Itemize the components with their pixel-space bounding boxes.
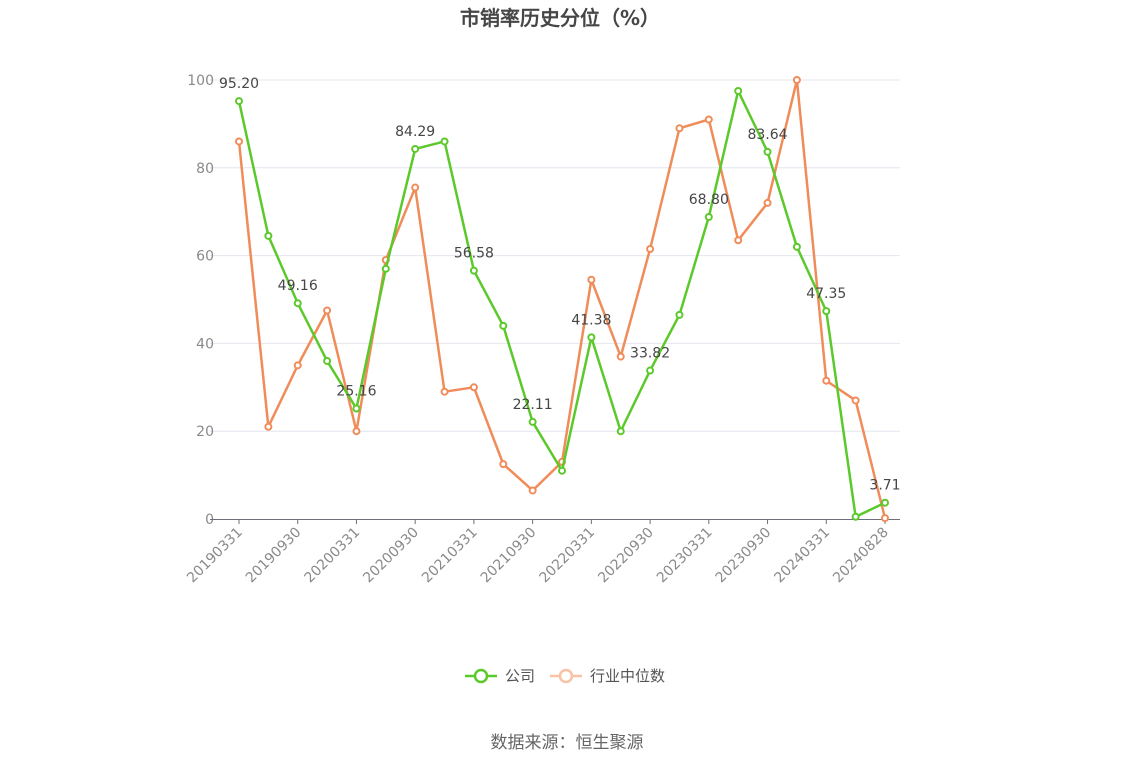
- data-point: [881, 514, 889, 523]
- data-point: [323, 306, 332, 315]
- legend-marker: [473, 668, 489, 684]
- data-point: [822, 376, 831, 385]
- data-point: [646, 245, 655, 254]
- data-point: [528, 417, 537, 426]
- data-label: 47.35: [806, 286, 846, 302]
- legend-item-industry[interactable]: 行业中位数: [550, 667, 665, 685]
- y-tick-label: 80: [196, 161, 214, 177]
- x-tick-label: 20190930: [243, 525, 305, 587]
- data-point: [235, 97, 243, 106]
- series-line-industry: [237, 78, 887, 519]
- legend-label: 公司: [505, 667, 535, 685]
- data-point: [675, 124, 684, 133]
- data-point: [499, 321, 508, 330]
- data-label: 83.64: [747, 127, 787, 143]
- data-point: [675, 310, 684, 319]
- source-note: 数据来源：恒生聚源: [491, 733, 644, 753]
- y-tick-label: 0: [205, 512, 214, 528]
- legend-item-company[interactable]: 公司: [465, 667, 535, 685]
- data-point: [293, 361, 302, 370]
- data-point: [235, 137, 243, 146]
- data-label: 22.11: [513, 397, 553, 413]
- x-tick-label: 20220930: [595, 525, 657, 587]
- y-tick-label: 20: [196, 424, 214, 440]
- data-point: [558, 466, 566, 475]
- series-group: [235, 76, 889, 523]
- data-point: [469, 383, 478, 392]
- x-tick-label: 20190331: [184, 525, 246, 587]
- chart-title: 市销率历史分位（%）: [460, 6, 660, 30]
- x-tick-label: 20230930: [713, 525, 775, 587]
- data-label: 25.16: [336, 384, 376, 400]
- data-label: 49.16: [278, 278, 318, 294]
- data-label: 56.58: [454, 246, 494, 262]
- data-label: 95.20: [219, 76, 259, 92]
- x-tick-label: 20240331: [771, 525, 833, 587]
- data-point: [264, 231, 273, 240]
- data-point: [851, 512, 860, 521]
- data-point: [587, 333, 596, 342]
- data-point: [293, 299, 302, 308]
- data-labels: 95.20 49.16 25.16 84.29 56.58 22.11 41.38 33.82…: [219, 76, 901, 494]
- x-tick-label: 20230331: [654, 525, 716, 587]
- data-point: [822, 307, 831, 316]
- data-point: [763, 198, 772, 207]
- data-point: [616, 352, 625, 361]
- x-tick-label: 20240828: [830, 525, 892, 587]
- legend-marker: [558, 668, 574, 684]
- legend-label: 行业中位数: [590, 667, 665, 685]
- data-point: [469, 266, 478, 275]
- y-tick-label: 40: [196, 336, 214, 352]
- y-tick-label: 100: [187, 73, 214, 89]
- data-point: [763, 147, 772, 156]
- legend[interactable]: 公司 行业中位数: [465, 667, 665, 685]
- y-axis: 0 20 40 60 80 100: [187, 73, 214, 528]
- data-point: [528, 486, 537, 495]
- data-point: [616, 427, 625, 436]
- data-point: [704, 115, 713, 124]
- data-label: 33.82: [630, 346, 670, 362]
- x-tick-label: 20210930: [478, 525, 540, 587]
- x-tick-label: 20210331: [419, 525, 481, 587]
- data-point: [264, 422, 273, 431]
- y-tick-label: 60: [196, 249, 214, 265]
- x-tick-label: 20200331: [302, 525, 364, 587]
- data-point: [851, 396, 860, 405]
- data-point: [646, 366, 655, 375]
- data-point: [352, 427, 361, 436]
- series-line-company: [237, 89, 886, 519]
- data-point: [499, 460, 508, 469]
- data-point: [352, 404, 361, 413]
- data-point: [587, 275, 596, 284]
- data-point: [734, 236, 743, 245]
- x-tick-label: 20200930: [360, 525, 422, 587]
- x-axis: 2019033120190930202003312020093020210331…: [184, 519, 900, 586]
- data-point: [440, 387, 449, 396]
- data-label: 84.29: [395, 124, 435, 140]
- data-point: [323, 356, 332, 365]
- data-point: [734, 86, 743, 95]
- data-label: 68.80: [689, 192, 729, 208]
- data-point: [411, 183, 420, 192]
- data-point: [881, 498, 889, 507]
- data-point: [440, 137, 449, 146]
- data-label: 41.38: [571, 312, 611, 328]
- data-point: [792, 242, 801, 251]
- grid: [210, 79, 900, 432]
- data-point: [704, 212, 713, 221]
- x-tick-label: 20220331: [536, 525, 598, 587]
- data-point: [411, 144, 420, 153]
- data-point: [381, 264, 390, 273]
- data-point: [792, 76, 801, 84]
- data-label: 3.71: [869, 478, 900, 494]
